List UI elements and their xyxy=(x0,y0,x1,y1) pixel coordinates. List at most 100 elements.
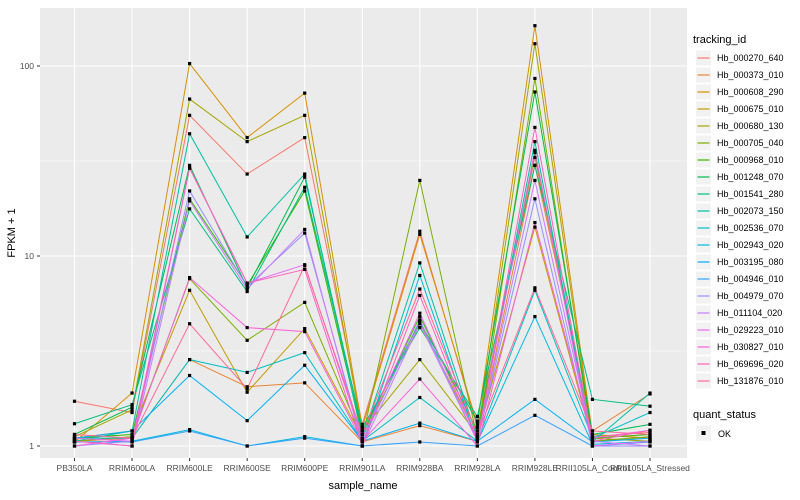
point xyxy=(188,166,192,170)
point xyxy=(648,432,652,437)
point xyxy=(245,281,249,285)
legend-label: Hb_000968_010 xyxy=(717,155,784,165)
point xyxy=(188,113,192,117)
point xyxy=(475,419,479,423)
point xyxy=(245,419,249,423)
point xyxy=(418,273,422,278)
point xyxy=(130,429,134,433)
point xyxy=(590,444,595,448)
point xyxy=(188,207,192,211)
point xyxy=(245,444,249,448)
point xyxy=(648,430,652,434)
legend-label: Hb_000373_010 xyxy=(717,70,784,80)
point xyxy=(533,24,537,28)
point xyxy=(418,322,422,326)
point xyxy=(188,132,192,136)
point xyxy=(245,135,249,140)
y-tick-label: 100 xyxy=(20,61,34,71)
point xyxy=(360,432,364,437)
x-tick-label: RRIM600LA xyxy=(109,463,156,473)
point xyxy=(360,422,364,426)
point xyxy=(418,178,422,182)
point xyxy=(648,439,652,443)
legend-label: Hb_131876_010 xyxy=(717,376,784,386)
point xyxy=(648,391,652,395)
legend-label: Hb_001248_070 xyxy=(717,172,784,182)
point xyxy=(418,311,422,315)
point xyxy=(303,300,307,304)
point xyxy=(360,429,364,433)
point xyxy=(475,425,479,430)
point xyxy=(303,267,307,272)
point xyxy=(188,163,192,167)
point xyxy=(245,370,249,374)
x-tick-label: RRIM600PE xyxy=(281,463,329,473)
point xyxy=(303,189,307,193)
point xyxy=(533,286,537,290)
point xyxy=(533,125,537,130)
point xyxy=(188,199,192,203)
point xyxy=(245,390,249,394)
point xyxy=(130,444,134,448)
point xyxy=(475,429,479,433)
point xyxy=(533,42,537,46)
point xyxy=(533,155,537,160)
legend-label: Hb_004946_010 xyxy=(717,274,784,284)
point xyxy=(533,197,537,201)
x-tick-label: RRIM928LA xyxy=(454,463,501,473)
point xyxy=(418,440,422,444)
point xyxy=(648,444,652,448)
point xyxy=(72,422,77,426)
legend-label: Hb_004979_070 xyxy=(717,291,784,301)
point xyxy=(303,227,307,232)
point xyxy=(533,288,537,292)
point xyxy=(130,391,134,395)
point xyxy=(360,439,364,443)
point xyxy=(303,91,307,95)
x-tick-label: RRII105LA_Control xyxy=(556,463,630,473)
point xyxy=(245,338,249,342)
point xyxy=(188,189,192,193)
point xyxy=(648,428,652,432)
point xyxy=(130,436,134,440)
point xyxy=(72,436,77,440)
y-tick-label: 10 xyxy=(25,251,35,261)
point xyxy=(418,424,422,428)
point xyxy=(245,287,249,291)
point xyxy=(245,325,249,330)
point xyxy=(533,76,537,81)
point xyxy=(533,397,537,401)
legend-label: Hb_000608_290 xyxy=(717,87,784,97)
point xyxy=(303,175,307,179)
legend-label: Hb_000680_130 xyxy=(717,121,784,131)
point xyxy=(303,172,307,176)
point xyxy=(245,235,249,239)
point xyxy=(533,163,537,167)
point xyxy=(418,377,422,381)
point xyxy=(418,287,422,291)
point xyxy=(418,293,422,298)
point xyxy=(360,444,364,448)
point xyxy=(648,410,652,415)
point xyxy=(418,320,422,324)
point xyxy=(303,330,307,334)
y-axis-title: FPKM + 1 xyxy=(6,208,18,257)
point xyxy=(188,429,192,433)
point xyxy=(303,351,307,355)
point xyxy=(418,318,422,322)
point xyxy=(648,436,652,440)
point xyxy=(72,439,77,443)
point xyxy=(590,439,595,443)
point xyxy=(130,432,134,437)
point xyxy=(533,413,537,417)
point xyxy=(475,439,479,443)
legend-key-square xyxy=(701,431,706,435)
point xyxy=(303,381,307,385)
point xyxy=(188,61,192,66)
point xyxy=(475,444,479,448)
point xyxy=(590,442,595,446)
point xyxy=(590,429,595,433)
point xyxy=(418,232,422,236)
point xyxy=(475,414,479,419)
